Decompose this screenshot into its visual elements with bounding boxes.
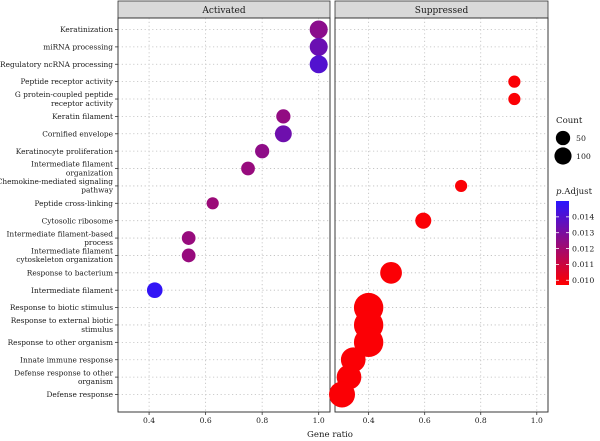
size-legend-label: 50	[576, 134, 586, 143]
category-label: Intermediate filament-based process	[7, 229, 114, 247]
color-bar-label: 0.012	[572, 244, 594, 253]
size-legend-title: Count	[556, 116, 583, 126]
category-label-line: organism	[78, 377, 113, 386]
size-legend-dot	[555, 130, 571, 146]
category-label-line: pathway	[81, 186, 114, 195]
panel-border	[334, 17, 549, 413]
data-point	[206, 197, 219, 210]
category-label-line: process	[84, 238, 113, 247]
data-point	[455, 179, 468, 193]
x-tick-label: 0.8	[256, 416, 268, 425]
data-point	[255, 144, 270, 159]
color-bar-ticks: 0.014 0.013 0.012 0.011 0.010	[556, 213, 594, 285]
category-label-line: Intermediate filament	[31, 160, 113, 169]
color-bar-label: 0.014	[572, 213, 594, 222]
x-tick-label: 1.0	[531, 416, 543, 425]
data-point	[309, 37, 328, 56]
category-label: Defense response	[47, 390, 114, 399]
x-tick-label: 0.6	[419, 416, 431, 425]
category-label-line: Defense response to other	[14, 368, 113, 377]
category-label-line: cytoskeleton organization	[16, 255, 113, 264]
category-label: Response to external biotic stimulus	[11, 316, 113, 334]
data-point	[181, 248, 196, 263]
category-label: Keratinocyte proliferation	[16, 147, 113, 156]
data-point	[309, 20, 328, 39]
category-label: Defense response to other organism	[14, 368, 113, 386]
size-legend-dot	[554, 147, 572, 165]
category-label: Intermediate filament	[31, 286, 113, 295]
category-label: Regulatory ncRNA processing	[0, 60, 113, 69]
data-point	[241, 161, 255, 176]
category-label-line: G protein-coupled peptide	[15, 90, 113, 99]
category-label: Response to other organism	[8, 338, 113, 347]
size-legend-label: 100	[576, 152, 591, 161]
category-label-line: stimulus	[81, 325, 113, 334]
category-label: Response to biotic stimulus	[10, 303, 113, 312]
x-tick-label: 0.8	[475, 416, 487, 425]
category-label: G protein-coupled peptide receptor activi…	[15, 90, 114, 108]
data-point	[380, 261, 402, 284]
x-tick-label: 0.4	[143, 416, 155, 425]
data-point	[276, 109, 291, 124]
color-legend-title: p.Adjust	[556, 187, 593, 197]
data-point	[274, 125, 292, 143]
data-point	[146, 282, 163, 299]
facet-strip-label: Activated	[201, 6, 245, 16]
x-tick-label: 0.6	[200, 416, 212, 425]
category-label: Chemokine-mediated signaling pathway	[0, 177, 114, 195]
category-label: Cytosolic ribosome	[42, 216, 113, 225]
data-point	[309, 55, 328, 74]
size-legend-items: 50 100	[554, 130, 591, 165]
panel-border	[117, 17, 331, 413]
category-label: Peptide cross-linking	[34, 199, 113, 208]
category-label: Keratinization	[60, 25, 113, 34]
x-tick-label: 1.0	[313, 416, 325, 425]
data-point	[353, 327, 384, 358]
panel-suppressed: Suppressed 0.4 0.6 0.8 1.0	[329, 0, 549, 425]
category-label-line: receptor activity	[51, 99, 114, 108]
color-bar-label: 0.013	[572, 228, 594, 237]
category-label-line: Intermediate filament-based	[7, 229, 114, 238]
facet-strip-label: Suppressed	[415, 6, 469, 16]
data-point	[329, 381, 356, 408]
category-label: Innate immune response	[20, 355, 113, 364]
data-point	[415, 212, 432, 229]
category-label: miRNA processing	[43, 42, 113, 51]
color-bar	[556, 201, 569, 285]
panel-area	[117, 17, 331, 413]
category-label: Intermediate filament cytoskeleton organi…	[16, 247, 113, 265]
data-point	[508, 92, 521, 106]
category-label-line: Chemokine-mediated signaling	[0, 177, 113, 186]
x-tick-label: 0.4	[363, 416, 375, 425]
color-bar-label: 0.011	[572, 260, 594, 269]
category-label: Keratin filament	[52, 112, 113, 121]
category-labels: Keratinization miRNA processing Regulatory…	[0, 25, 118, 399]
panel-activated: Activated 0.4 0.6 0.8 1.0	[117, 0, 331, 425]
data-point	[181, 231, 196, 245]
category-label: Peptide receptor activity	[20, 77, 113, 86]
category-label: Response to bacterium	[27, 268, 113, 277]
category-label-line: organization	[66, 168, 113, 177]
category-label-line: Intermediate filament	[31, 247, 113, 256]
data-point	[508, 75, 521, 88]
category-label: Intermediate filament organization	[31, 160, 113, 178]
category-label: Cornified envelope	[42, 129, 113, 138]
category-label-line: Response to external biotic	[11, 316, 113, 325]
panels: Activated 0.4 0.6 0.8 1.0 Suppressed 0.4 0.6 0.8…	[117, 0, 549, 425]
x-axis-title: Gene ratio	[307, 430, 353, 440]
color-bar-label: 0.010	[572, 276, 594, 285]
